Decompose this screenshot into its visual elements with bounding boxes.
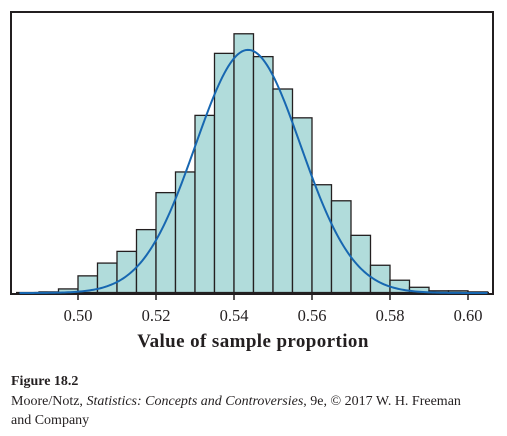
histogram-chart: 0.50 0.52 0.54 0.56 0.58 0.60 Value of sample…: [10, 11, 494, 352]
figure-label: Figure 18.2: [11, 374, 79, 389]
x-axis-title: Value of sample proportion: [137, 331, 369, 352]
histogram-bar: [350, 234, 372, 294]
density-curve: [19, 48, 488, 294]
histogram-bar: [252, 55, 274, 294]
credit-book-title: Statistics: Concepts and Controversies: [86, 394, 304, 409]
histogram-bar: [330, 200, 352, 294]
x-axis-tick-labels: 0.50 0.52 0.54 0.56 0.58 0.60: [64, 306, 483, 325]
x-tick-label: 0.60: [454, 306, 483, 325]
x-tick-label: 0.52: [142, 306, 171, 325]
histogram-bar: [135, 228, 157, 294]
histogram-bar: [194, 114, 216, 294]
histogram-bar: [291, 117, 313, 294]
chart-panel: 0.50 0.52 0.54 0.56 0.58 0.60 Value of sample…: [10, 11, 494, 352]
x-tick-label: 0.58: [376, 306, 405, 325]
x-tick-label: 0.54: [220, 306, 249, 325]
credit-rest: , 9e, © 2017 W. H. Freeman and Company: [11, 394, 461, 428]
figure-credit: Moore/Notz, Statistics: Concepts and Con…: [11, 392, 481, 430]
histogram-bars: [38, 33, 489, 294]
x-tick-label: 0.56: [298, 306, 327, 325]
histogram-bar: [116, 250, 138, 294]
histogram-bar: [233, 33, 255, 294]
figure-caption: Figure 18.2 Moore/Notz, Statistics: Conc…: [0, 364, 507, 436]
histogram-bar: [272, 88, 294, 294]
credit-authors: Moore/Notz,: [11, 394, 87, 409]
x-tick-label: 0.50: [64, 306, 93, 325]
x-axis-ticks: [77, 294, 469, 300]
